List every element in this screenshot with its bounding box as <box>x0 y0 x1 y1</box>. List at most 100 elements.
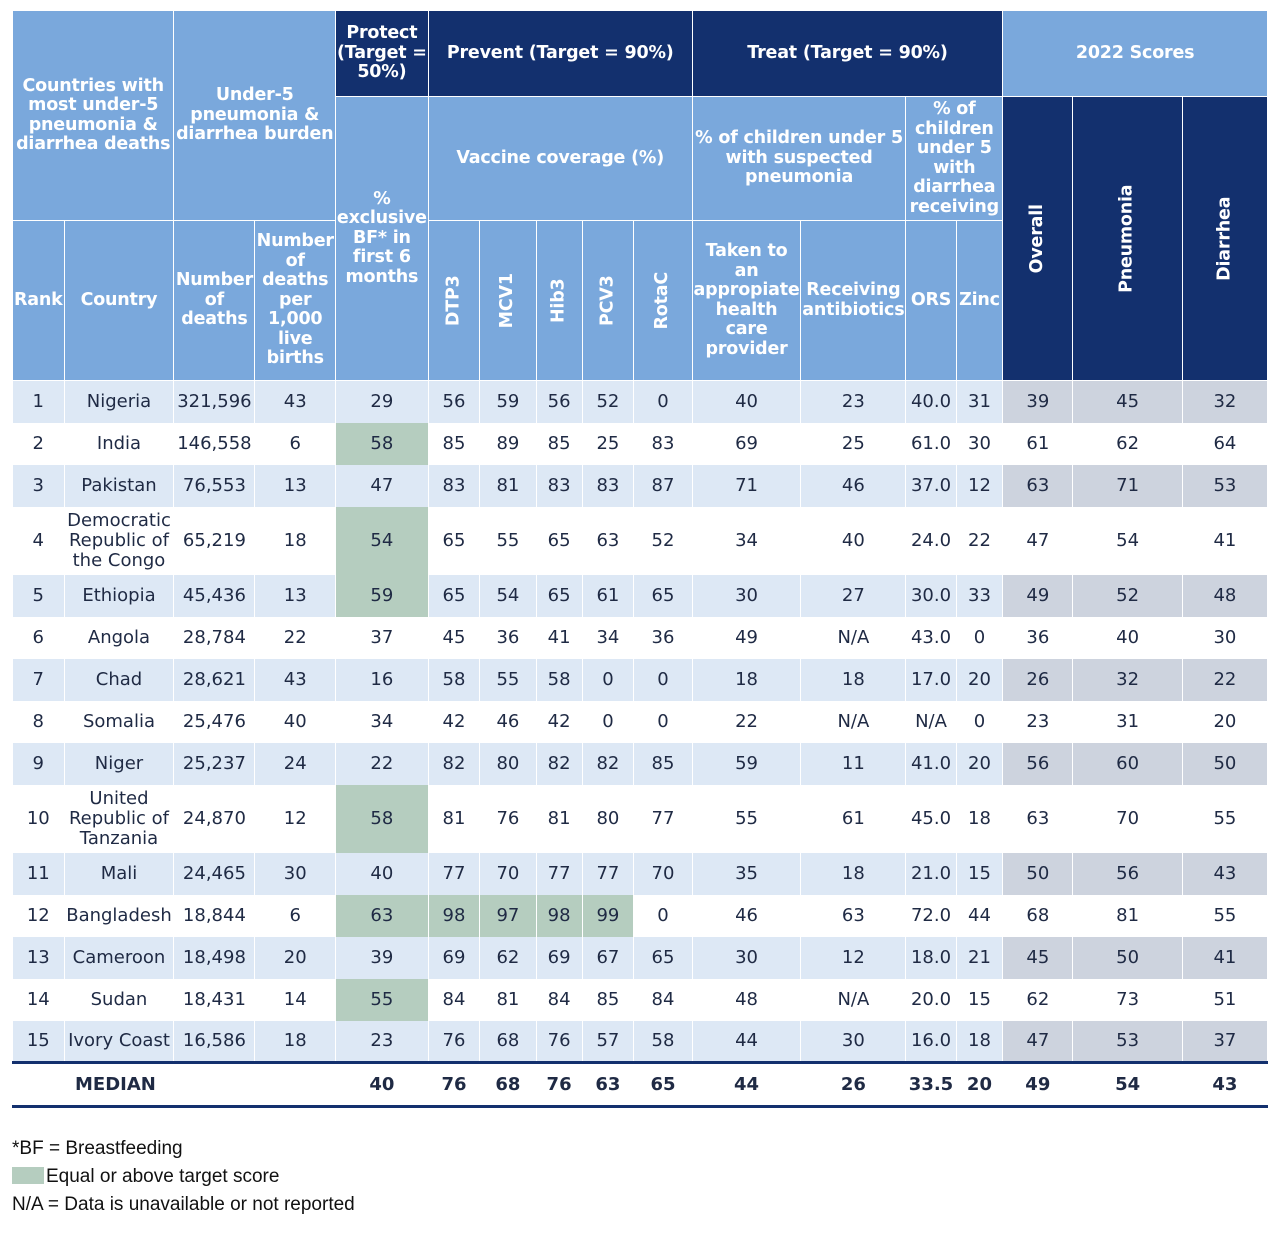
cell-pneumonia: 50 <box>1072 936 1183 979</box>
legend-bf-note: *BF = Breastfeeding <box>12 1138 183 1159</box>
cell-diarrhea: 43 <box>1181 852 1268 895</box>
table-row: 8 Somalia 25,476 40 34 42 46 42 0 0 22 N/A N/A 0 23 31 2… <box>12 700 1268 743</box>
cell-rank: 14 <box>12 978 65 1021</box>
header-deaths-per-1000: Number of deaths per 1,000 live births <box>254 220 337 381</box>
header-diarrhea-care: % of children under 5 with diarrhea rece… <box>905 96 1004 221</box>
header-mcv1: MCV1 <box>479 220 537 381</box>
cell-zinc: 20 <box>955 742 1004 785</box>
cell-hib3: 98 <box>535 894 583 937</box>
cell-pcv3: 85 <box>581 978 635 1021</box>
cell-diarrhea: 22 <box>1181 658 1268 701</box>
cell-per1000: 18 <box>254 1020 337 1063</box>
median-ors: 33.5 <box>905 1061 957 1108</box>
cell-pcv3: 80 <box>581 784 635 853</box>
cell-mcv1: 80 <box>479 742 537 785</box>
median-row: MEDIAN 40 76 68 76 63 65 44 26 33.5 20 49 54 43 <box>11 1061 1268 1108</box>
cell-rotac: 87 <box>633 464 693 507</box>
cell-antibiotics: 63 <box>800 894 907 937</box>
cell-bf: 58 <box>335 784 429 853</box>
cell-overall: 23 <box>1002 700 1074 743</box>
cell-mcv1: 46 <box>479 700 537 743</box>
cell-taken: 55 <box>691 784 802 853</box>
cell-taken: 46 <box>691 894 802 937</box>
cell-zinc: 18 <box>955 1020 1004 1063</box>
cell-rotac: 58 <box>633 1020 693 1063</box>
cell-dtp3: 69 <box>427 936 481 979</box>
cell-country: Chad <box>63 658 175 701</box>
cell-zinc: 12 <box>955 464 1004 507</box>
cell-taken: 69 <box>691 422 802 465</box>
cell-pneumonia: 40 <box>1072 616 1183 659</box>
cell-mcv1: 59 <box>479 380 537 423</box>
cell-hib3: 81 <box>535 784 583 853</box>
cell-pcv3: 61 <box>581 574 635 617</box>
group-header-prevent: Prevent (Target = 90%) <box>427 10 693 97</box>
cell-deaths: 28,621 <box>173 658 256 701</box>
cell-deaths: 45,436 <box>173 574 256 617</box>
cell-rotac: 0 <box>633 700 693 743</box>
cell-ors: 20.0 <box>905 978 957 1021</box>
median-taken: 44 <box>691 1061 802 1108</box>
cell-mcv1: 68 <box>479 1020 537 1063</box>
cell-ors: 72.0 <box>905 894 957 937</box>
cell-pcv3: 83 <box>581 464 635 507</box>
cell-rank: 7 <box>12 658 65 701</box>
cell-ors: 17.0 <box>905 658 957 701</box>
header-rank: Rank <box>12 220 65 381</box>
median-zinc: 20 <box>955 1061 1004 1108</box>
table-row: 9 Niger 25,237 24 22 82 80 82 82 85 59 11 41.0 20 56 60… <box>12 742 1268 785</box>
cell-deaths: 18,431 <box>173 978 256 1021</box>
header-pneumonia: Pneumonia <box>1072 96 1183 381</box>
cell-taken: 49 <box>691 616 802 659</box>
cell-overall: 63 <box>1002 784 1074 853</box>
group-header-countries: Countries with most under-5 pneumonia & … <box>11 10 175 221</box>
cell-rotac: 85 <box>633 742 693 785</box>
cell-mcv1: 70 <box>479 852 537 895</box>
median-antibiotics: 26 <box>800 1061 907 1108</box>
cell-diarrhea: 37 <box>1181 1020 1268 1063</box>
cell-country: Nigeria <box>63 380 175 423</box>
header-pneumonia-care: % of children under 5 with suspected pne… <box>691 96 907 221</box>
cell-dtp3: 98 <box>427 894 481 937</box>
header-pcv3: PCV3 <box>581 220 635 381</box>
cell-hib3: 69 <box>535 936 583 979</box>
cell-mcv1: 76 <box>479 784 537 853</box>
header-bf: % exclusive BF* in first 6 months <box>335 96 429 381</box>
cell-deaths: 25,476 <box>173 700 256 743</box>
cell-pneumonia: 53 <box>1072 1020 1183 1063</box>
median-hib3: 76 <box>535 1061 583 1108</box>
cell-ors: 41.0 <box>905 742 957 785</box>
header-vaccine-coverage: Vaccine coverage (%) <box>427 96 693 221</box>
cell-pcv3: 63 <box>581 506 635 575</box>
median-overall: 49 <box>1002 1061 1074 1108</box>
cell-country: Sudan <box>63 978 175 1021</box>
cell-rank: 5 <box>12 574 65 617</box>
cell-bf: 34 <box>335 700 429 743</box>
cell-bf: 40 <box>335 852 429 895</box>
cell-pcv3: 0 <box>581 658 635 701</box>
legend-swatch <box>12 1167 44 1184</box>
cell-antibiotics: 40 <box>800 506 907 575</box>
header-diarrhea: Diarrhea <box>1181 96 1268 381</box>
cell-ors: 21.0 <box>905 852 957 895</box>
group-header-protect: Protect (Target = 50%) <box>335 10 429 97</box>
cell-rotac: 0 <box>633 894 693 937</box>
cell-pcv3: 25 <box>581 422 635 465</box>
cell-hib3: 85 <box>535 422 583 465</box>
cell-rank: 8 <box>12 700 65 743</box>
median-dtp3: 76 <box>427 1061 481 1108</box>
cell-dtp3: 85 <box>427 422 481 465</box>
cell-hib3: 65 <box>535 574 583 617</box>
cell-bf: 54 <box>335 506 429 575</box>
cell-country: Bangladesh <box>63 894 175 937</box>
cell-rotac: 70 <box>633 852 693 895</box>
median-diarrhea: 43 <box>1181 1061 1268 1108</box>
cell-pneumonia: 56 <box>1072 852 1183 895</box>
header-zinc: Zinc <box>955 220 1004 381</box>
cell-mcv1: 36 <box>479 616 537 659</box>
cell-per1000: 24 <box>254 742 337 785</box>
cell-ors: 61.0 <box>905 422 957 465</box>
header-ors: ORS <box>905 220 957 381</box>
cell-rank: 2 <box>12 422 65 465</box>
cell-diarrhea: 50 <box>1181 742 1268 785</box>
